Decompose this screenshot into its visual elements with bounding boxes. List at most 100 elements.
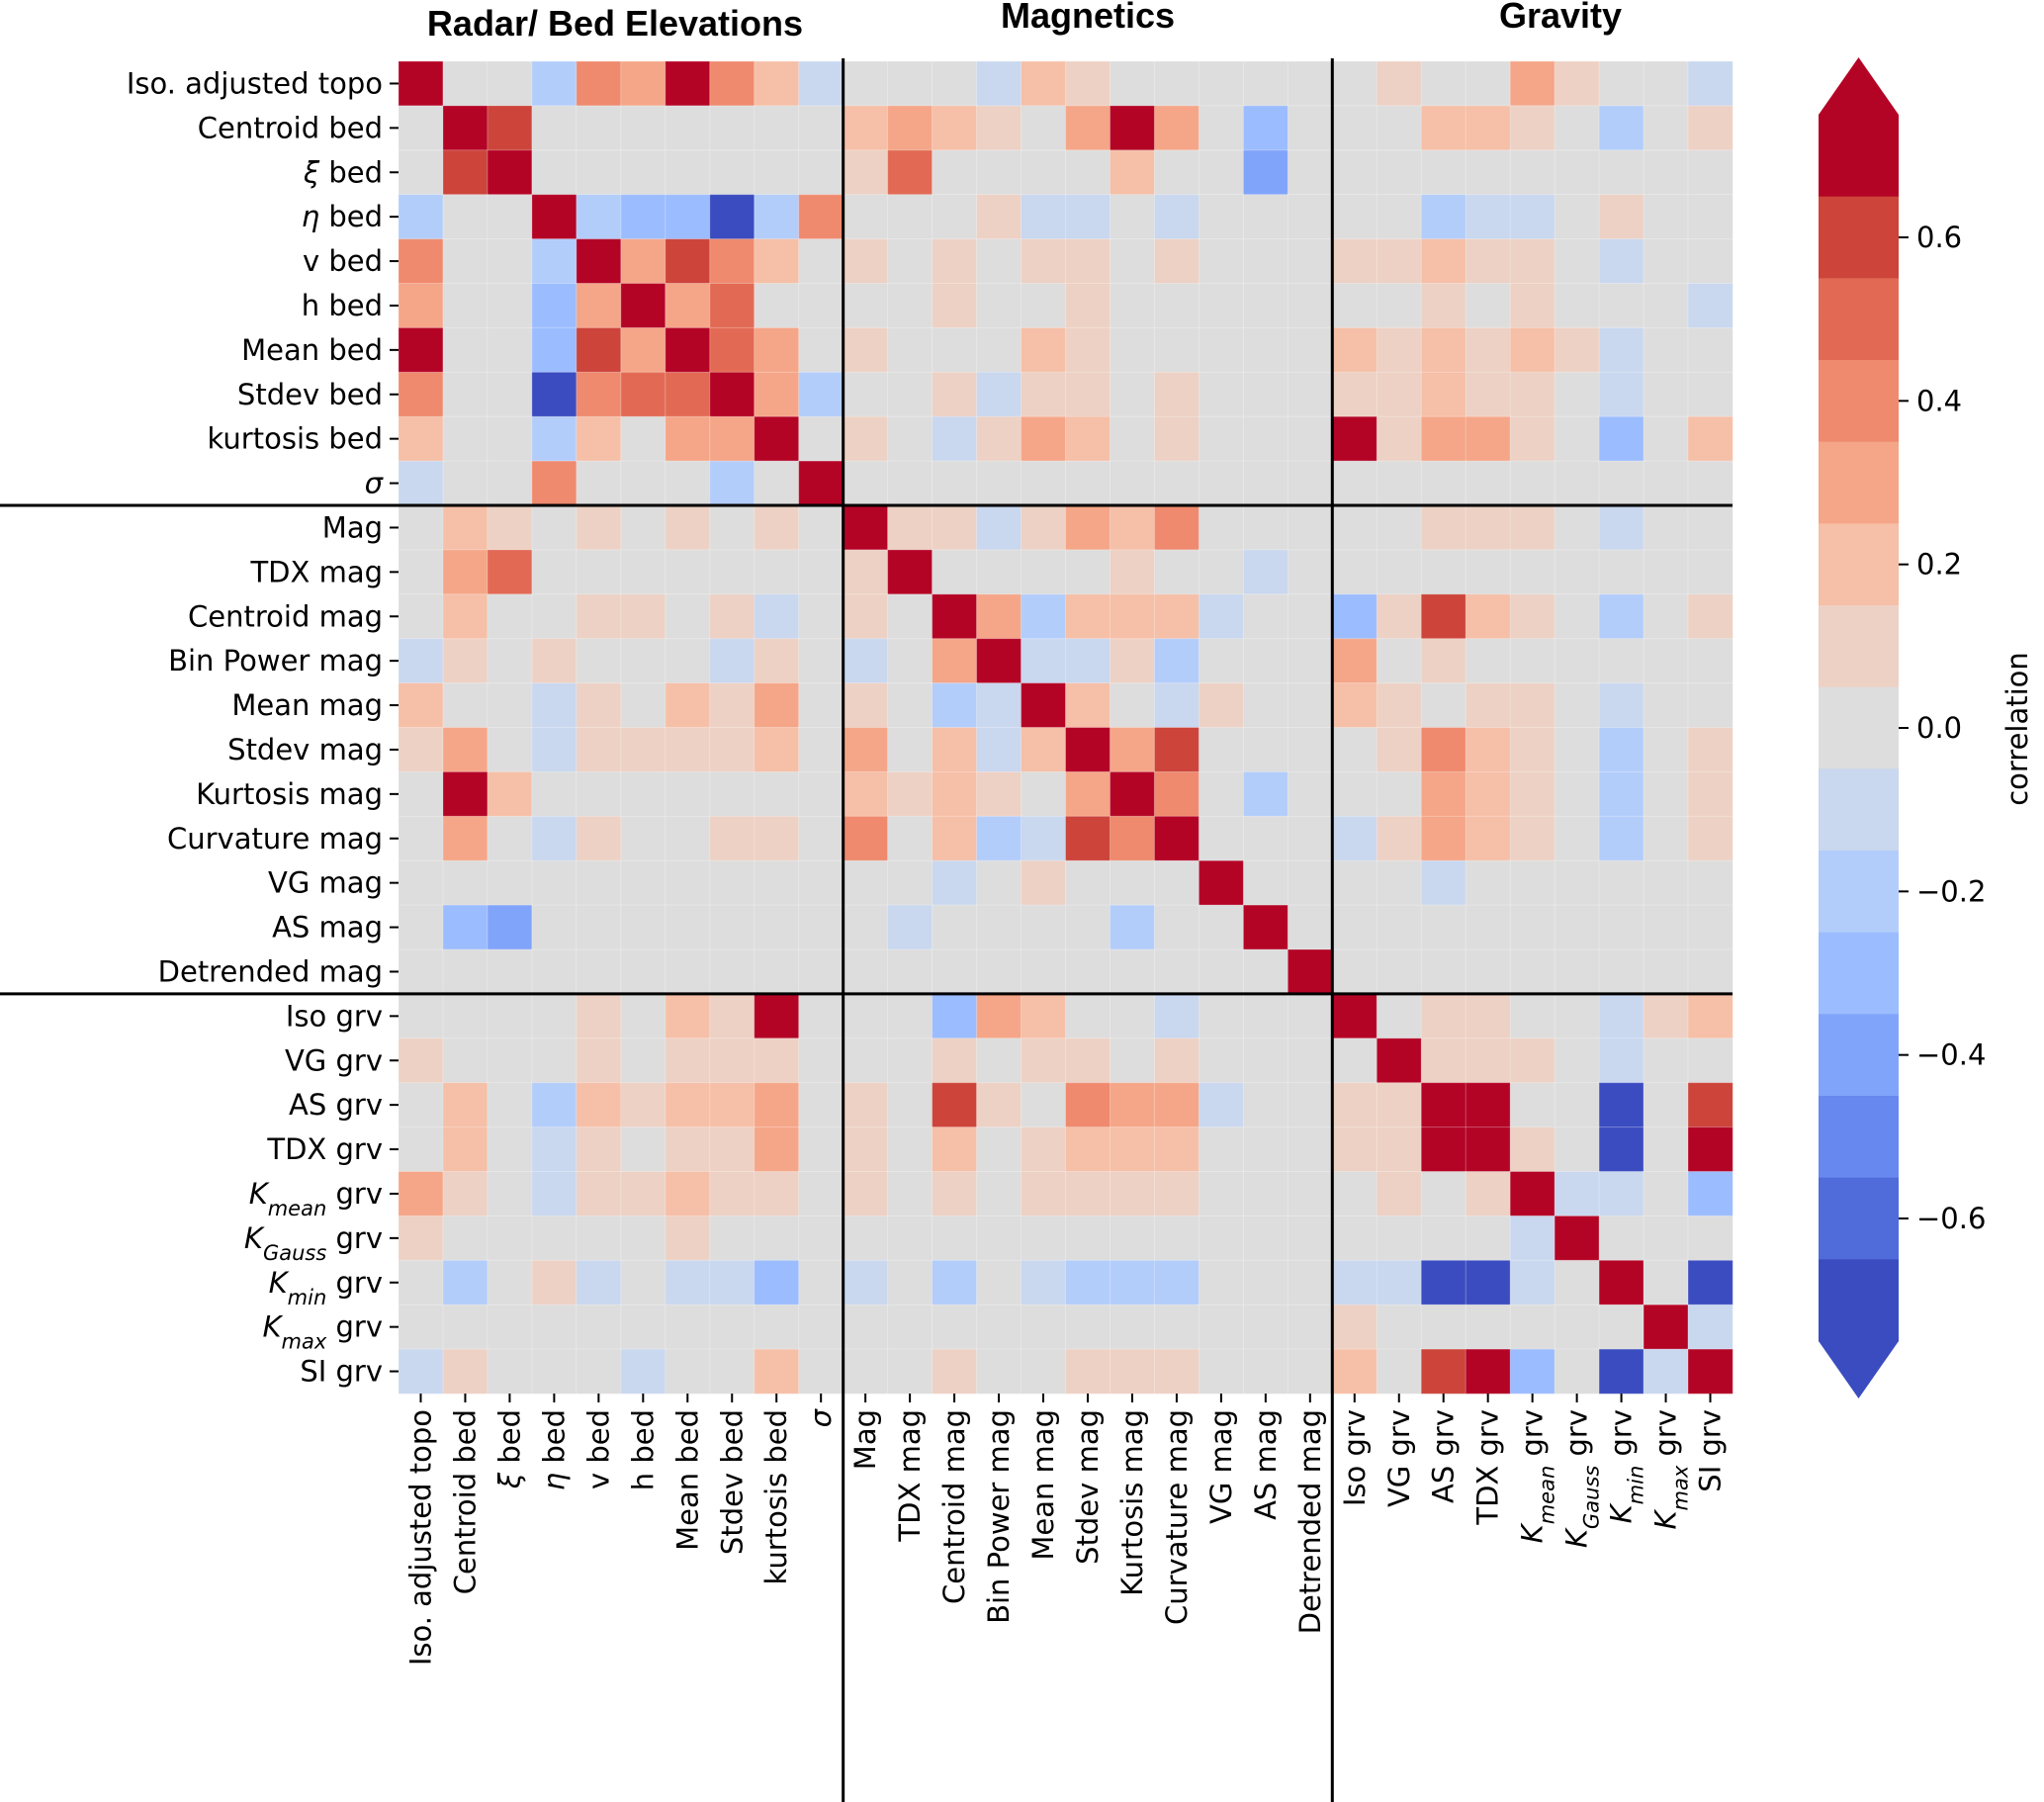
heatmap-cell <box>576 549 622 595</box>
heatmap-cell <box>976 904 1022 950</box>
y-tick-label: VG mag <box>268 866 383 900</box>
heatmap-cell <box>843 859 889 906</box>
heatmap-cell <box>442 149 489 196</box>
colorbar-extend-max <box>1819 57 1899 115</box>
heatmap-cell <box>843 1037 889 1084</box>
heatmap-cell <box>1554 460 1600 506</box>
heatmap-cell <box>1287 1082 1334 1128</box>
heatmap-cell <box>798 1215 844 1262</box>
heatmap-cell <box>487 415 533 462</box>
heatmap-cell <box>665 149 711 196</box>
heatmap-cell <box>1109 1037 1156 1084</box>
heatmap-cell <box>1021 770 1067 818</box>
heatmap-cell <box>398 1259 444 1306</box>
heatmap-cell <box>1687 948 1733 995</box>
heatmap-cell <box>531 105 578 151</box>
x-tick-label: kurtosis bed <box>759 1409 793 1584</box>
heatmap-cell <box>1198 415 1245 462</box>
y-tick-label: Stdev bed <box>237 378 383 411</box>
heatmap-cell <box>1554 859 1600 906</box>
heatmap-cell <box>1109 593 1156 640</box>
heatmap-cell <box>1065 727 1111 773</box>
heatmap-cell <box>1153 770 1200 818</box>
heatmap-cell <box>754 238 800 285</box>
heatmap-cell <box>1065 904 1111 950</box>
heatmap-cell <box>754 149 800 196</box>
heatmap-cell <box>620 1348 667 1395</box>
heatmap-cell <box>1554 194 1600 240</box>
heatmap-cell <box>1420 859 1466 906</box>
heatmap-cell <box>1687 238 1733 285</box>
heatmap-cell <box>1376 460 1423 506</box>
heatmap-cell <box>1376 149 1423 196</box>
heatmap-cell <box>1554 727 1600 773</box>
heatmap-cell <box>976 194 1022 240</box>
heatmap-cell <box>620 1304 667 1350</box>
x-tick-label: KGauss grv <box>1560 1409 1604 1548</box>
heatmap-cell <box>1598 504 1644 551</box>
y-tick-label: Centroid mag <box>188 599 383 633</box>
heatmap-cell <box>1465 1304 1511 1350</box>
heatmap-cell <box>531 727 578 773</box>
heatmap-cell <box>1465 105 1511 151</box>
heatmap-cell <box>1554 1348 1600 1395</box>
heatmap-cell <box>1554 1037 1600 1084</box>
heatmap-cell <box>1376 859 1423 906</box>
heatmap-cell <box>1643 859 1689 906</box>
heatmap-cell <box>887 105 933 151</box>
heatmap-cell <box>1643 504 1689 551</box>
heatmap-cell <box>442 904 489 950</box>
heatmap-cell <box>487 194 533 240</box>
heatmap-cell <box>1331 326 1378 374</box>
heatmap-cell <box>754 770 800 818</box>
heatmap-cell <box>1242 326 1289 374</box>
heatmap-cell <box>665 1037 711 1084</box>
heatmap-cell <box>1687 1215 1733 1262</box>
heatmap-cell <box>1109 283 1156 329</box>
heatmap-cell <box>1242 1037 1289 1084</box>
heatmap-cell <box>1242 682 1289 729</box>
heatmap-cell <box>1153 60 1200 107</box>
heatmap-cell <box>1687 1037 1733 1084</box>
heatmap-cell <box>1021 105 1067 151</box>
heatmap-cell <box>442 194 489 240</box>
section-titles: Radar/ Bed Elevations Magnetics Gravity <box>427 0 1622 44</box>
heatmap-cell <box>531 859 578 906</box>
heatmap-cell <box>1153 993 1200 1039</box>
heatmap-cell <box>1242 1259 1289 1306</box>
heatmap-cell <box>398 682 444 729</box>
heatmap-cell <box>1021 1215 1067 1262</box>
heatmap-cell <box>1021 727 1067 773</box>
heatmap-cell <box>1420 948 1466 995</box>
heatmap-cell <box>754 815 800 861</box>
y-tick-label: Mean bed <box>241 333 383 367</box>
heatmap-cell <box>1687 1259 1733 1306</box>
heatmap-cell <box>798 149 844 196</box>
heatmap-cell <box>1065 1259 1111 1306</box>
heatmap-cell <box>709 1304 755 1350</box>
heatmap-cell <box>1554 549 1600 595</box>
heatmap-cell <box>1287 1348 1334 1395</box>
heatmap-cell <box>620 1259 667 1306</box>
heatmap-cell <box>398 60 444 107</box>
heatmap-cell <box>1198 593 1245 640</box>
heatmap-cell <box>620 194 667 240</box>
heatmap-cell <box>1331 593 1378 640</box>
heatmap-cell <box>1598 1215 1644 1262</box>
heatmap-cell <box>665 948 711 995</box>
heatmap-cell <box>1242 105 1289 151</box>
heatmap-cell <box>1643 415 1689 462</box>
heatmap-cell <box>398 1348 444 1395</box>
heatmap-cell <box>709 904 755 950</box>
heatmap-cell <box>1109 904 1156 950</box>
heatmap-cell <box>1021 1259 1067 1306</box>
heatmap-cell <box>1687 326 1733 374</box>
heatmap-cell <box>1242 283 1289 329</box>
heatmap-cell <box>887 1126 933 1173</box>
heatmap-cell <box>487 593 533 640</box>
heatmap-cell <box>932 948 978 995</box>
heatmap-cell <box>487 1126 533 1173</box>
heatmap-cell <box>1687 815 1733 861</box>
heatmap-cell <box>1687 993 1733 1039</box>
heatmap-cell <box>398 238 444 285</box>
